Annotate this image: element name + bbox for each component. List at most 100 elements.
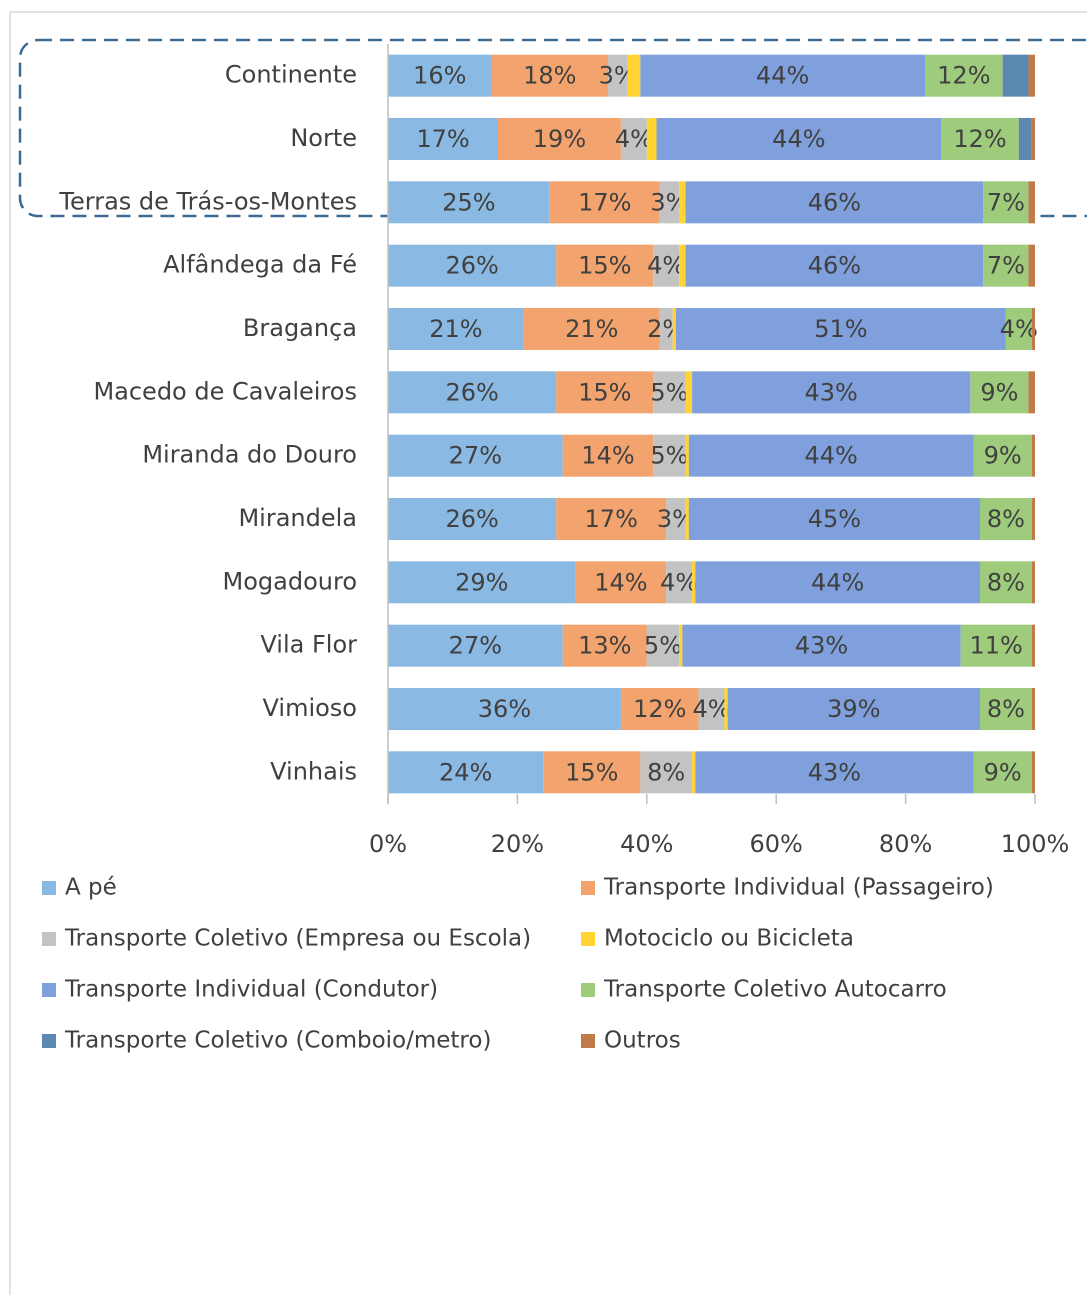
data-label: 5% — [650, 442, 688, 470]
bar-segment — [672, 308, 676, 350]
data-label: 46% — [808, 252, 861, 280]
y-tick-label: Vimioso — [263, 694, 357, 722]
bar-segment — [1028, 54, 1035, 97]
y-tick-label: Vila Flor — [260, 631, 357, 659]
bar-segment — [491, 54, 608, 97]
bar-segment — [388, 54, 492, 97]
bar-segment — [692, 371, 971, 414]
bar-segment — [388, 688, 621, 730]
legend-label: Transporte Coletivo (Empresa ou Escola) — [64, 926, 531, 952]
data-label: 21% — [429, 315, 482, 343]
data-label: 15% — [565, 758, 618, 786]
data-label: 27% — [449, 632, 502, 660]
bar-segment — [556, 498, 667, 540]
data-label: 39% — [827, 695, 880, 723]
bar-segment — [388, 751, 544, 794]
bar-segment — [941, 118, 1019, 160]
bar-segment — [685, 371, 693, 414]
data-label: 12% — [937, 62, 990, 90]
data-label: 44% — [756, 62, 809, 90]
data-label: 9% — [984, 758, 1022, 786]
bar-segment — [1005, 308, 1032, 350]
bar-segment — [620, 688, 699, 730]
bar-segment — [688, 434, 974, 477]
bar-segment — [724, 688, 728, 730]
data-label: 8% — [987, 505, 1025, 533]
data-label: 21% — [565, 315, 618, 343]
data-label: 26% — [445, 505, 498, 533]
data-label: 7% — [987, 252, 1025, 280]
bar-segment — [1028, 371, 1035, 414]
data-label: 46% — [808, 188, 861, 216]
bar-segment — [688, 498, 981, 540]
legend-swatch — [581, 881, 595, 895]
y-tick-label: Miranda do Douro — [142, 441, 357, 469]
bar-segment — [562, 624, 647, 667]
data-label: 8% — [987, 695, 1025, 723]
data-label: 29% — [455, 568, 508, 596]
bar-segment — [388, 498, 557, 540]
bar-segment — [388, 434, 563, 477]
bar-segment — [388, 371, 557, 414]
y-tick-label: Bragança — [243, 314, 357, 342]
legend-swatch — [42, 932, 56, 946]
data-label: 5% — [644, 632, 682, 660]
data-label: 27% — [449, 442, 502, 470]
legend-swatch — [42, 983, 56, 997]
data-label: 17% — [578, 188, 631, 216]
bar-segment — [675, 308, 1006, 350]
bar-segment — [679, 244, 686, 287]
bar-segment — [685, 181, 984, 224]
bar-segment — [1031, 498, 1035, 540]
bar-segment — [543, 751, 641, 794]
legend-label: A pé — [65, 875, 117, 901]
data-label: 9% — [984, 442, 1022, 470]
data-label: 17% — [585, 505, 638, 533]
bar-segment — [388, 244, 557, 287]
legend-swatch — [42, 1034, 56, 1048]
bar-segment — [695, 561, 981, 604]
bar-segment — [1031, 624, 1035, 667]
bar-segment — [682, 624, 961, 667]
bar-segment — [556, 244, 654, 287]
bar-segment — [692, 751, 696, 794]
bar-segment — [666, 498, 686, 540]
bar-segment — [646, 118, 657, 160]
bar-segment — [698, 688, 725, 730]
legend-label: Transporte Individual (Condutor) — [64, 977, 438, 1003]
bar-segment — [960, 624, 1032, 667]
data-label: 45% — [808, 505, 861, 533]
y-tick-label: Norte — [290, 124, 357, 152]
bar-segment — [695, 751, 974, 794]
legend-label: Motociclo ou Bicicleta — [604, 926, 854, 952]
data-label: 15% — [578, 378, 631, 406]
bar-segment — [1028, 244, 1035, 287]
y-tick-label: Alfândega da Fé — [163, 251, 357, 279]
bar-segment — [388, 181, 550, 224]
bar-segment — [656, 118, 942, 160]
bar-segment — [666, 561, 693, 604]
legend-label: Outros — [604, 1028, 681, 1054]
data-label: 44% — [805, 442, 858, 470]
bar-segment — [388, 561, 576, 604]
data-label: 36% — [478, 695, 531, 723]
bar-segment — [627, 54, 641, 97]
data-label: 25% — [442, 188, 495, 216]
bar-segment — [980, 498, 1032, 540]
data-label: 26% — [445, 252, 498, 280]
data-label: 15% — [578, 252, 631, 280]
bar-segment — [679, 624, 683, 667]
y-tick-label: Vinhais — [270, 757, 357, 785]
bar-segment — [646, 624, 680, 667]
bar-segment — [1018, 118, 1032, 160]
bar-segment — [556, 371, 654, 414]
bar-segment — [685, 434, 689, 477]
x-tick-label: 100% — [1001, 830, 1070, 858]
bar-segment — [980, 688, 1032, 730]
y-tick-label: Macedo de Cavaleiros — [93, 377, 357, 405]
bar-segment — [1031, 434, 1035, 477]
data-label: 8% — [987, 568, 1025, 596]
data-label: 4% — [615, 125, 653, 153]
bar-segment — [1031, 688, 1035, 730]
bar-segment — [653, 434, 686, 477]
